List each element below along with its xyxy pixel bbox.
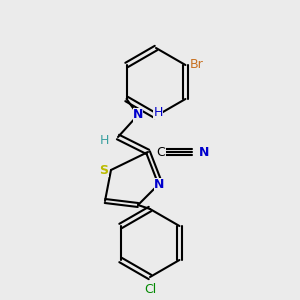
Text: N: N [154,178,164,191]
Text: N: N [199,146,209,158]
Text: C: C [157,146,165,158]
Text: N: N [133,109,143,122]
Text: Cl: Cl [144,283,156,296]
Text: H: H [153,106,163,118]
Text: H: H [99,134,109,146]
Text: S: S [100,164,109,176]
Text: Br: Br [189,58,203,71]
